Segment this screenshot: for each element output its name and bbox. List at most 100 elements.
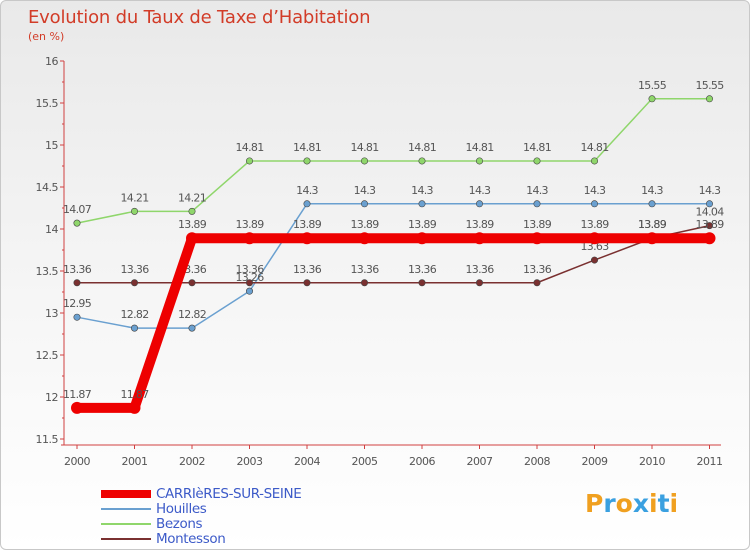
x-tick-label: 2006 xyxy=(409,455,435,468)
x-tick-label: 2000 xyxy=(64,455,90,468)
legend-item: CARRIèRES-SUR-SEINE xyxy=(101,487,361,502)
data-label-carri-res-sur-seine: 13.89 xyxy=(466,218,495,231)
data-point-carri-res-sur-seine xyxy=(646,232,658,245)
data-point-montesson xyxy=(188,279,196,287)
legend-label: Bezons xyxy=(156,516,203,532)
logo-letter: x xyxy=(632,489,649,518)
data-point-houilles xyxy=(648,200,656,208)
data-point-carri-res-sur-seine xyxy=(128,401,141,414)
data-point-montesson xyxy=(73,279,81,287)
y-tick-label: 15.5 xyxy=(36,97,59,110)
data-label-houilles: 14.3 xyxy=(584,184,606,197)
data-label-montesson: 13.63 xyxy=(581,240,610,253)
data-point-carri-res-sur-seine xyxy=(301,232,313,245)
data-label-montesson: 13.36 xyxy=(293,263,322,276)
data-label-carri-res-sur-seine: 13.89 xyxy=(638,218,667,231)
legend-label: Montesson xyxy=(156,531,226,547)
data-point-bezons xyxy=(648,95,656,103)
data-label-montesson: 13.89 xyxy=(638,218,667,231)
data-label-carri-res-sur-seine: 11.87 xyxy=(121,388,150,401)
legend-swatch xyxy=(101,490,151,498)
legend-swatch xyxy=(101,538,151,540)
legend-label: CARRIèRES-SUR-SEINE xyxy=(156,486,302,502)
data-label-bezons: 14.07 xyxy=(63,203,92,216)
data-label-montesson: 13.36 xyxy=(466,263,495,276)
data-point-carri-res-sur-seine xyxy=(588,232,601,245)
data-point-bezons xyxy=(188,207,196,215)
logo-letter: i xyxy=(649,489,658,518)
x-tick-label: 2004 xyxy=(294,455,320,468)
series-line-houilles xyxy=(76,203,711,329)
data-point-carri-res-sur-seine xyxy=(186,232,198,245)
legend-swatch xyxy=(101,523,151,525)
x-tick-label: 2005 xyxy=(352,455,378,468)
data-point-carri-res-sur-seine xyxy=(416,232,428,245)
data-point-bezons xyxy=(475,157,483,165)
y-tick-label: 11.5 xyxy=(36,433,59,446)
data-label-houilles: 14.3 xyxy=(296,184,318,197)
legend-item: Montesson xyxy=(101,532,361,547)
data-label-bezons: 15.55 xyxy=(638,79,667,92)
data-label-carri-res-sur-seine: 11.87 xyxy=(63,388,92,401)
data-label-montesson: 13.36 xyxy=(351,263,380,276)
data-point-houilles xyxy=(590,200,598,208)
data-label-bezons: 14.81 xyxy=(236,141,264,154)
logo-letter: i xyxy=(669,489,679,518)
data-label-bezons: 14.21 xyxy=(178,191,206,204)
data-point-houilles xyxy=(303,200,311,208)
y-tick-label: 14.5 xyxy=(36,181,59,194)
y-tick-label: 13 xyxy=(45,307,58,320)
data-point-bezons xyxy=(303,157,311,165)
data-label-houilles: 14.3 xyxy=(526,184,548,197)
data-point-bezons xyxy=(131,207,139,215)
data-label-carri-res-sur-seine: 13.89 xyxy=(351,218,380,231)
y-tick-label: 16 xyxy=(45,55,58,68)
data-label-houilles: 14.3 xyxy=(469,184,491,197)
data-point-bezons xyxy=(418,157,426,165)
data-point-montesson xyxy=(533,279,541,287)
data-point-montesson xyxy=(418,279,426,287)
data-label-houilles: 12.82 xyxy=(121,308,149,321)
legend-item: Houilles xyxy=(101,502,361,517)
data-point-bezons xyxy=(533,157,541,165)
series-line-bezons xyxy=(76,98,711,224)
data-point-houilles xyxy=(188,324,196,332)
data-point-houilles xyxy=(533,200,541,208)
x-tick-label: 2003 xyxy=(237,455,263,468)
data-point-bezons xyxy=(73,219,81,227)
data-label-montesson: 13.36 xyxy=(523,263,552,276)
data-label-bezons: 14.81 xyxy=(581,141,609,154)
series-line-carri-res-sur-seine xyxy=(72,233,715,413)
data-label-houilles: 14.3 xyxy=(354,184,376,197)
x-tick-label: 2011 xyxy=(697,455,723,468)
data-point-houilles xyxy=(418,200,426,208)
data-label-bezons: 14.21 xyxy=(121,191,149,204)
y-tick-label: 15 xyxy=(45,139,58,152)
x-tick-label: 2002 xyxy=(179,455,205,468)
data-label-carri-res-sur-seine: 13.89 xyxy=(523,218,552,231)
chart-subtitle: (en %) xyxy=(28,30,65,43)
y-tick-label: 13.5 xyxy=(36,265,59,278)
data-label-bezons: 14.81 xyxy=(293,141,321,154)
data-label-bezons: 14.81 xyxy=(351,141,379,154)
legend-label: Houilles xyxy=(156,501,207,517)
data-label-houilles: 14.3 xyxy=(699,184,721,197)
x-tick-label: 2010 xyxy=(639,455,665,468)
data-label-houilles: 12.95 xyxy=(63,297,92,310)
data-point-montesson xyxy=(705,222,713,230)
y-tick-label: 14 xyxy=(45,223,58,236)
data-label-houilles: 14.3 xyxy=(641,184,663,197)
legend-swatch xyxy=(101,508,151,510)
data-label-carri-res-sur-seine: 13.89 xyxy=(581,218,610,231)
data-label-montesson: 13.36 xyxy=(236,263,265,276)
data-label-bezons: 14.81 xyxy=(523,141,551,154)
y-tick-label: 12 xyxy=(45,391,58,404)
legend-item: Bezons xyxy=(101,517,361,532)
x-tick-label: 2008 xyxy=(524,455,550,468)
data-point-carri-res-sur-seine xyxy=(71,401,83,414)
data-label-houilles: 13.26 xyxy=(236,271,265,284)
data-point-carri-res-sur-seine xyxy=(531,232,543,245)
data-label-carri-res-sur-seine: 13.89 xyxy=(293,218,322,231)
data-point-bezons xyxy=(590,157,598,165)
